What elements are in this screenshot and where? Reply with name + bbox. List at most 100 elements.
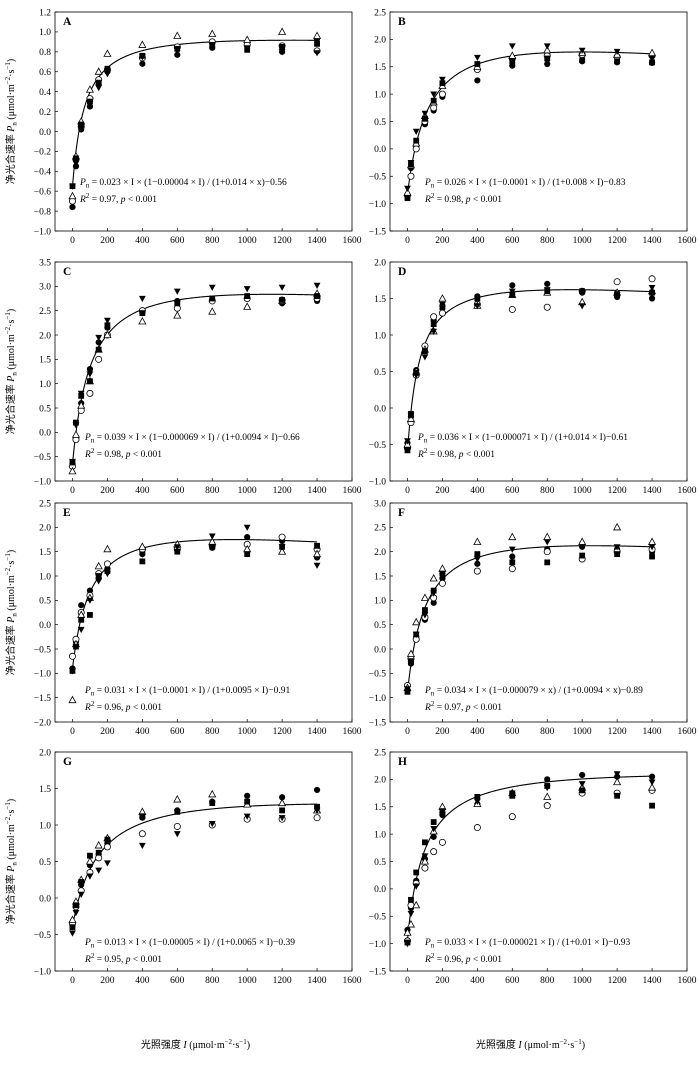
data-point-triangle-open	[613, 522, 622, 531]
y-tick-label: 1.0	[374, 830, 386, 840]
data-point-circle-filled	[139, 60, 146, 67]
data-point-triangle-open	[208, 307, 217, 315]
data-point-square-filled	[649, 289, 655, 296]
fit-curve	[406, 51, 653, 195]
data-point-triangle-down-filled	[407, 910, 415, 918]
fit-curve	[406, 545, 653, 693]
eq-body: = 0.023 × I × (1−0.00004 × I) / (1+0.014…	[89, 177, 287, 188]
data-point-triangle-open	[278, 798, 287, 807]
data-point-triangle-down-filled	[543, 539, 551, 546]
x-tick-label: 1200	[608, 976, 627, 986]
data-point-square-filled	[73, 155, 79, 162]
data-point-triangle-open	[473, 537, 482, 545]
data-point-triangle-open	[420, 593, 430, 601]
data-point-circle-filled	[544, 776, 551, 783]
p-symbol: p	[458, 450, 464, 460]
r2-superscript: 2	[86, 192, 90, 200]
p-value: < 0.001	[464, 450, 496, 460]
data-point-circle-open	[473, 824, 481, 832]
data-point-triangle-open	[138, 542, 147, 550]
x-axis-label: 光照强度 I (μmol·m−2·s−1)	[476, 1038, 585, 1051]
r2-symbol: R	[84, 703, 91, 713]
y-tick-label: 2.0	[374, 548, 386, 558]
data-point-triangle-down-filled	[95, 578, 103, 585]
fit-stats: R2 = 0.96, p < 0.001	[424, 952, 502, 965]
fit-equation: Pn = 0.039 × I × (1−0.000069 × I) / (1+0…	[84, 432, 300, 445]
data-point-circle-open	[543, 303, 551, 311]
data-point-triangle-down-filled	[421, 853, 429, 860]
data-point-triangle-open	[173, 31, 182, 39]
x-tick-label: 1400	[308, 976, 327, 986]
ylabel-main: 净光合速率	[4, 382, 17, 435]
y-tick-label: 1.5	[374, 803, 386, 813]
x-tick-label: 200	[435, 486, 450, 496]
y-tick-label: 2.0	[39, 331, 51, 341]
data-point-circle-filled	[244, 533, 251, 541]
xlabel-unit: (μmol·m	[187, 1040, 225, 1051]
x-tick-label: 400	[135, 486, 150, 496]
x-tick-label: 1200	[273, 486, 292, 496]
xlabel-mid: ·s	[567, 1040, 574, 1051]
data-point-triangle-open	[420, 857, 430, 865]
x-tick-label: 600	[170, 486, 185, 496]
data-point-square-filled	[87, 612, 93, 618]
ylabel-sup1: −2	[4, 567, 12, 575]
x-tick-label: 400	[135, 976, 150, 986]
data-point-circle-open	[438, 309, 446, 317]
axes-frame	[54, 261, 353, 482]
data-point-square-filled	[649, 802, 655, 809]
data-point-triangle-down-filled	[243, 286, 251, 293]
data-point-square-filled	[209, 41, 216, 48]
data-point-triangle-down-filled	[578, 781, 586, 788]
eq-body: = 0.034 × I × (1−0.000079 × x) / (1+0.00…	[434, 685, 643, 696]
data-point-triangle-down-filled	[313, 562, 321, 569]
data-point-square-filled	[244, 798, 251, 805]
x-tick-label: 800	[540, 976, 555, 986]
data-point-triangle-open	[138, 40, 147, 48]
r2-value: = 0.97,	[434, 703, 465, 713]
eq-symbol-p: P	[84, 938, 91, 948]
data-point-circle-open	[438, 579, 446, 587]
data-point-triangle-open	[94, 67, 103, 75]
xlabel-unit: (μmol·m	[522, 1040, 560, 1051]
data-point-square-filled	[139, 310, 146, 316]
x-tick-label: 400	[135, 236, 150, 246]
data-point-square-filled	[422, 348, 428, 354]
y-tick-label: −0.5	[34, 453, 51, 463]
data-point-triangle-down-filled	[95, 85, 103, 92]
data-point-circle-open	[421, 864, 429, 872]
data-point-circle-filled	[95, 339, 102, 346]
data-point-circle-open	[473, 567, 481, 575]
y-tick-label: −0.8	[34, 207, 51, 217]
x-tick-label: 600	[170, 236, 185, 246]
data-point-square-filled	[209, 800, 216, 806]
fit-stats: R2 = 0.97, p < 0.001	[79, 192, 157, 205]
data-point-triangle-down-filled	[173, 288, 181, 295]
data-point-square-filled	[422, 607, 428, 613]
data-point-triangle-open	[278, 547, 287, 555]
r2-symbol: R	[424, 703, 431, 713]
data-point-triangle-down-filled	[613, 544, 621, 551]
data-point-square-filled	[408, 410, 414, 417]
y-tick-label: 1.0	[374, 90, 386, 100]
data-point-circle-filled	[544, 280, 551, 287]
data-point-circle-filled	[648, 295, 656, 302]
y-tick-label: −1.0	[369, 694, 386, 704]
data-point-triangle-down-filled	[473, 798, 481, 805]
data-point-square-filled	[69, 183, 76, 190]
data-point-square-filled	[104, 568, 111, 575]
data-point-triangle-open	[312, 31, 322, 39]
data-point-square-filled	[509, 58, 516, 65]
fit-equation: Pn = 0.026 × I × (1−0.0001 × I) / (1+0.0…	[424, 177, 626, 190]
p-value: < 0.001	[471, 195, 503, 205]
data-point-square-filled	[474, 295, 481, 302]
r2-value: = 0.95,	[94, 955, 125, 965]
xlabel-sup2: −1	[239, 1038, 247, 1046]
data-point-triangle-open	[508, 532, 517, 541]
eq-body: = 0.039 × I × (1−0.000069 × I) / (1+0.00…	[94, 432, 300, 443]
x-tick-label: 1600	[343, 976, 362, 986]
fit-stats: R2 = 0.96, p < 0.001	[84, 700, 162, 713]
y-tick-label: −1.0	[34, 227, 51, 237]
data-point-square-filled	[78, 879, 85, 885]
p-symbol: p	[465, 955, 471, 965]
